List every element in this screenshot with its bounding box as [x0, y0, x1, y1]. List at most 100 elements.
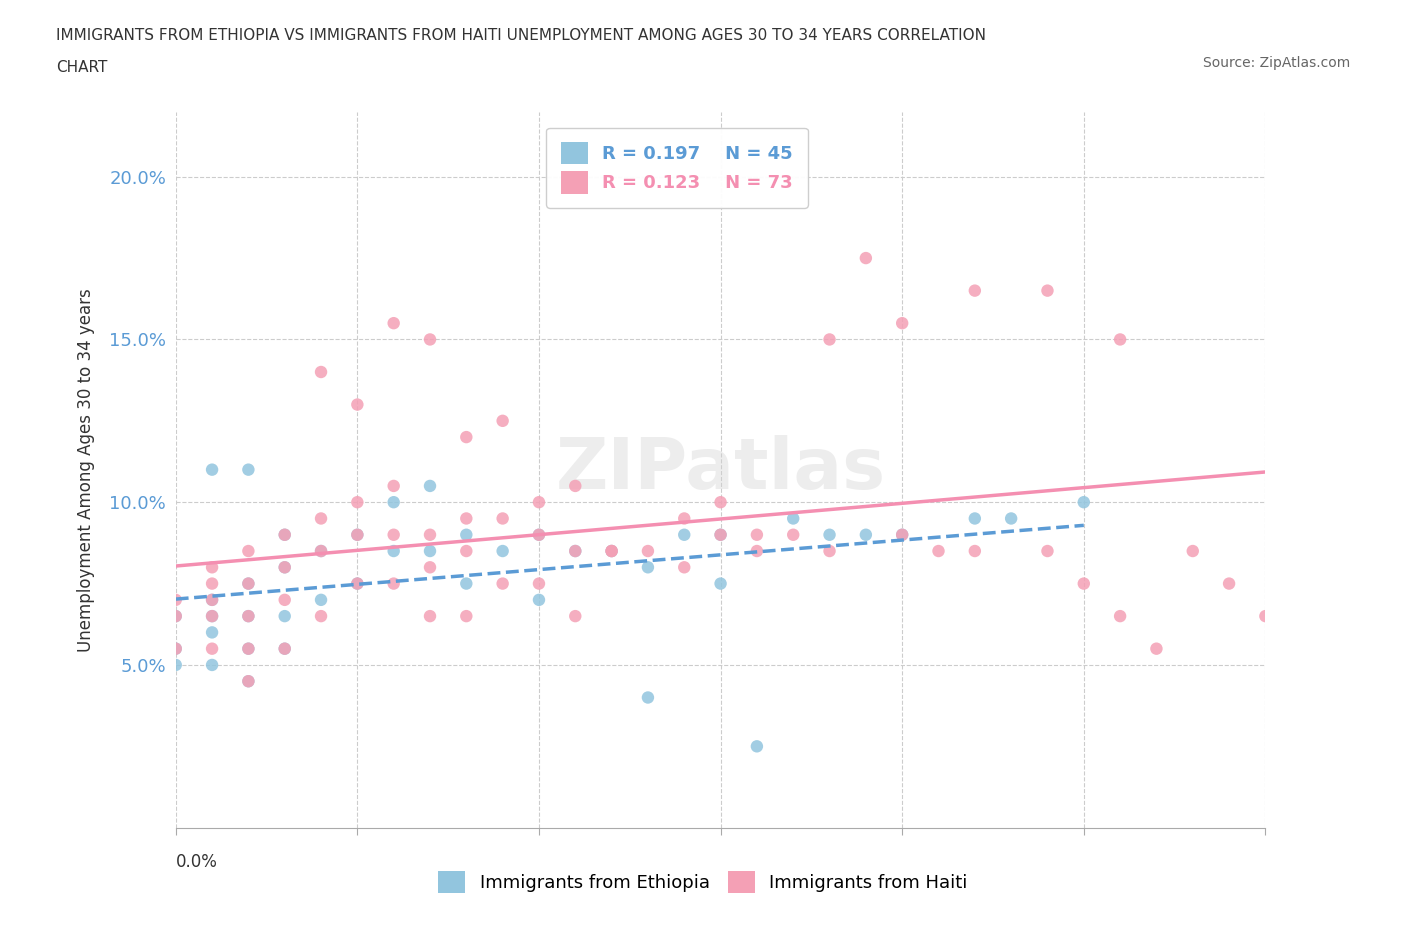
Point: [818, 527, 841, 542]
Point: [1073, 495, 1095, 510]
Point: [527, 576, 550, 591]
Point: [963, 283, 986, 298]
Point: [165, 609, 187, 624]
Point: [419, 478, 441, 493]
Point: [527, 527, 550, 542]
Point: [673, 560, 696, 575]
Point: [1254, 609, 1277, 624]
Point: [710, 495, 733, 510]
Point: [818, 332, 841, 347]
Point: [238, 673, 260, 688]
Point: [274, 560, 297, 575]
Point: [710, 576, 733, 591]
Point: [201, 642, 224, 657]
Point: [456, 430, 478, 445]
Point: [456, 512, 478, 526]
Text: 0.0%: 0.0%: [176, 853, 218, 870]
Point: [165, 642, 187, 657]
Point: [600, 543, 623, 558]
Point: [1218, 576, 1240, 591]
Point: [963, 512, 986, 526]
Point: [382, 527, 405, 542]
Point: [600, 543, 623, 558]
Point: [382, 576, 405, 591]
Point: [274, 527, 297, 542]
Point: [274, 592, 297, 607]
Point: [274, 642, 297, 657]
Point: [564, 609, 586, 624]
Point: [855, 527, 877, 542]
Point: [963, 543, 986, 558]
Point: [165, 642, 187, 657]
Point: [274, 642, 297, 657]
Point: [782, 527, 804, 542]
Point: [710, 527, 733, 542]
Point: [238, 642, 260, 657]
Point: [1146, 642, 1168, 657]
Point: [309, 543, 332, 558]
Point: [745, 738, 768, 753]
Point: [637, 543, 659, 558]
Point: [1000, 512, 1022, 526]
Point: [419, 543, 441, 558]
Text: Source: ZipAtlas.com: Source: ZipAtlas.com: [1202, 56, 1350, 70]
Point: [238, 543, 260, 558]
Point: [238, 673, 260, 688]
Point: [456, 609, 478, 624]
Point: [165, 592, 187, 607]
Point: [346, 397, 368, 412]
Point: [201, 609, 224, 624]
Point: [492, 413, 515, 428]
Point: [419, 527, 441, 542]
Point: [346, 495, 368, 510]
Point: [419, 609, 441, 624]
Point: [346, 527, 368, 542]
Point: [637, 560, 659, 575]
Point: [673, 527, 696, 542]
Point: [309, 365, 332, 379]
Point: [201, 592, 224, 607]
Legend: R = 0.197    N = 45, R = 0.123    N = 73: R = 0.197 N = 45, R = 0.123 N = 73: [547, 127, 807, 208]
Point: [382, 543, 405, 558]
Point: [201, 609, 224, 624]
Point: [346, 576, 368, 591]
Legend: Immigrants from Ethiopia, Immigrants from Haiti: Immigrants from Ethiopia, Immigrants fro…: [429, 862, 977, 902]
Point: [527, 495, 550, 510]
Text: IMMIGRANTS FROM ETHIOPIA VS IMMIGRANTS FROM HAITI UNEMPLOYMENT AMONG AGES 30 TO : IMMIGRANTS FROM ETHIOPIA VS IMMIGRANTS F…: [56, 28, 986, 43]
Point: [309, 512, 332, 526]
Point: [346, 527, 368, 542]
Point: [745, 527, 768, 542]
Point: [564, 478, 586, 493]
Point: [564, 543, 586, 558]
Point: [201, 560, 224, 575]
Point: [201, 576, 224, 591]
Point: [710, 527, 733, 542]
Point: [238, 462, 260, 477]
Point: [564, 543, 586, 558]
Point: [928, 543, 950, 558]
Point: [1036, 283, 1059, 298]
Point: [745, 543, 768, 558]
Point: [891, 527, 914, 542]
Point: [782, 512, 804, 526]
Point: [492, 512, 515, 526]
Point: [309, 609, 332, 624]
Point: [492, 543, 515, 558]
Point: [527, 592, 550, 607]
Point: [382, 478, 405, 493]
Point: [238, 609, 260, 624]
Text: CHART: CHART: [56, 60, 108, 75]
Point: [1073, 576, 1095, 591]
Point: [274, 609, 297, 624]
Point: [1036, 543, 1059, 558]
Point: [456, 527, 478, 542]
Point: [309, 543, 332, 558]
Point: [855, 251, 877, 266]
Point: [201, 462, 224, 477]
Point: [891, 527, 914, 542]
Point: [1109, 332, 1132, 347]
Point: [600, 543, 623, 558]
Point: [419, 332, 441, 347]
Point: [637, 690, 659, 705]
Point: [382, 495, 405, 510]
